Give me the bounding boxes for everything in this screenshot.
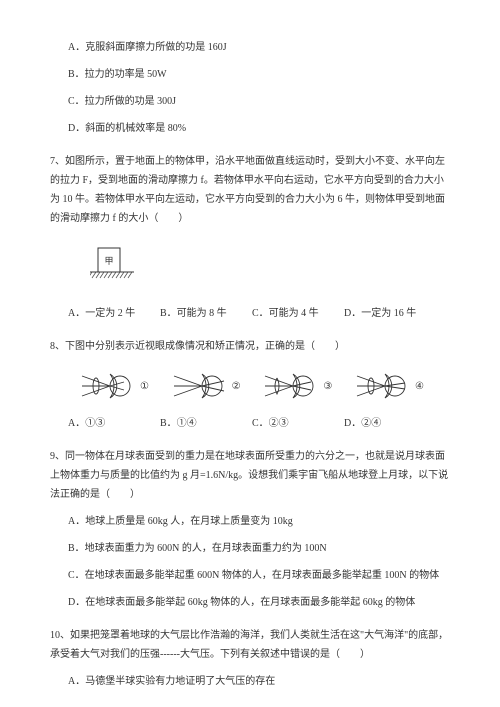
q9-option-c: C．在地球表面最多能举起重 600N 物体的人，在月球表面最多能举起重 100N… — [68, 566, 450, 585]
q8-num-1: ① — [140, 377, 149, 396]
q7-option-c: C．可能为 4 牛 — [252, 304, 344, 323]
q8-option-b: B．①④ — [160, 414, 252, 433]
q7-diagram: 甲 — [90, 244, 130, 292]
q6-option-d: D．斜面的机械效率是 80% — [68, 119, 450, 138]
q8-stem: 8、下图中分别表示近视眼成像情况和矫正情况，正确的是（ ） — [50, 337, 450, 356]
q6-option-c: C．拉力所做的功是 300J — [68, 92, 450, 111]
q8-diagram-3: ③ — [263, 370, 332, 402]
q8-diagram-4: ④ — [355, 370, 424, 402]
q10-stem: 10、如果把笼罩着地球的大气层比作浩瀚的海洋，我们人类就生活在这"大气海洋"的底… — [50, 626, 450, 664]
q8-options: A．①③ B．①④ C．②③ D．②④ — [68, 414, 436, 433]
q7-diagram-label: 甲 — [104, 256, 113, 266]
q8-num-3: ③ — [323, 377, 332, 396]
q6-option-a: A．克服斜面摩擦力所做的功是 160J — [68, 38, 450, 57]
q9-option-b: B．地球表面重力为 600N 的人，在月球表面重力约为 100N — [68, 539, 450, 558]
q6-option-b: B．拉力的功率是 50W — [68, 65, 450, 84]
q8-diagram-2: ② — [172, 370, 241, 402]
q8-num-2: ② — [232, 377, 241, 396]
q8-option-a: A．①③ — [68, 414, 160, 433]
q7-stem: 7、如图所示，置于地面上的物体甲，沿水平地面做直线运动时，受到大小不变、水平向左… — [50, 152, 450, 228]
q10-option-a: A．马德堡半球实验有力地证明了大气压的存在 — [68, 672, 450, 691]
q7-option-b: B．可能为 8 牛 — [160, 304, 252, 323]
q8-diagrams: ① ② ③ — [80, 370, 424, 402]
q9-option-a: A．地球上质量是 60kg 人，在月球上质量变为 10kg — [68, 512, 450, 531]
q9-stem: 9、同一物体在月球表面受到的重力是在地球表面所受重力的六分之一，也就是说月球表面… — [50, 447, 450, 504]
q8-option-d: D．②④ — [344, 414, 436, 433]
q8-option-c: C．②③ — [252, 414, 344, 433]
q7-options: A．一定为 2 牛 B．可能为 8 牛 C．可能为 4 牛 D．一定为 16 牛 — [68, 304, 436, 323]
q7-option-a: A．一定为 2 牛 — [68, 304, 160, 323]
q8-diagram-1: ① — [80, 370, 149, 402]
q8-num-4: ④ — [415, 377, 424, 396]
q9-option-d: D．在地球表面最多能举起 60kg 物体的人，在月球表面最多能举起 60kg 的… — [68, 593, 450, 612]
q7-option-d: D．一定为 16 牛 — [344, 304, 436, 323]
